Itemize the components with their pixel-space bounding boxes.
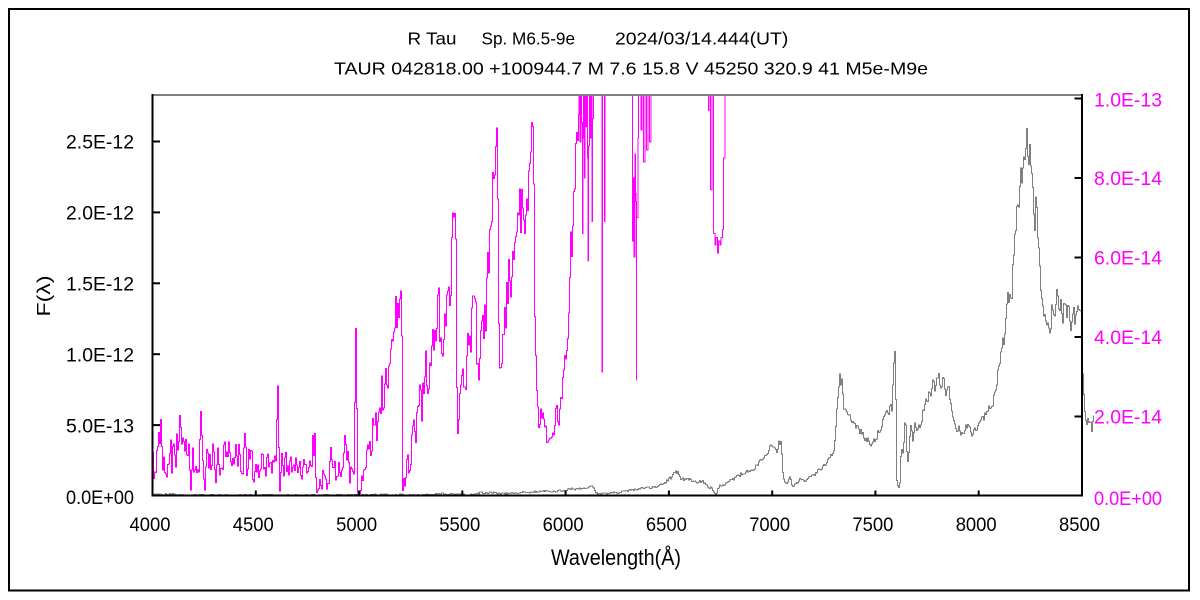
svg-text:8500: 8500 xyxy=(1059,514,1100,536)
svg-text:R Tau: R Tau xyxy=(408,29,457,49)
svg-text:TAUR 042818.00 +100944.7 M 7.6: TAUR 042818.00 +100944.7 M 7.6 15.8 V 45… xyxy=(334,59,928,79)
svg-text:6000: 6000 xyxy=(543,514,584,536)
svg-text:5500: 5500 xyxy=(439,514,480,536)
svg-text:8000: 8000 xyxy=(956,514,997,536)
svg-text:0.0E+00: 0.0E+00 xyxy=(66,487,134,509)
svg-text:7000: 7000 xyxy=(749,514,790,536)
svg-text:1.0E-12: 1.0E-12 xyxy=(66,344,134,366)
svg-text:6.0E-14: 6.0E-14 xyxy=(1094,248,1162,270)
svg-text:4000: 4000 xyxy=(130,514,171,536)
svg-text:2.0E-12: 2.0E-12 xyxy=(66,203,134,225)
svg-text:2024/03/14.444(UT): 2024/03/14.444(UT) xyxy=(615,29,788,49)
svg-text:4.0E-14: 4.0E-14 xyxy=(1094,327,1162,349)
svg-text:7500: 7500 xyxy=(852,514,893,536)
svg-text:1.5E-12: 1.5E-12 xyxy=(66,274,134,296)
svg-text:1.0E-13: 1.0E-13 xyxy=(1094,90,1162,112)
svg-text:5.0E-13: 5.0E-13 xyxy=(66,415,134,437)
svg-text:5000: 5000 xyxy=(336,514,377,536)
svg-text:2.0E-14: 2.0E-14 xyxy=(1094,407,1162,429)
svg-text:2.5E-12: 2.5E-12 xyxy=(66,132,134,154)
svg-text:0.0E+00: 0.0E+00 xyxy=(1094,488,1162,510)
svg-text:6500: 6500 xyxy=(646,514,687,536)
svg-text:F(λ): F(λ) xyxy=(34,276,54,317)
svg-text:4500: 4500 xyxy=(233,514,274,536)
svg-text:Wavelength(Å): Wavelength(Å) xyxy=(551,545,681,570)
svg-text:8.0E-14: 8.0E-14 xyxy=(1094,168,1162,190)
svg-text:Sp. M6.5-9e: Sp. M6.5-9e xyxy=(482,29,576,49)
